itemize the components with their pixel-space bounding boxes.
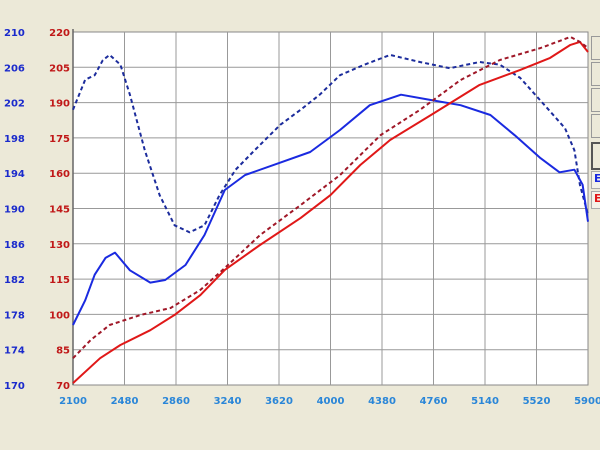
side-button-1[interactable] <box>591 36 600 60</box>
legend-red[interactable]: E <box>591 191 600 209</box>
x-tick-label: 2100 <box>59 396 87 407</box>
left-tick-label: 182 <box>4 275 25 286</box>
left-tick-label: 178 <box>4 310 25 321</box>
x-tick-label: 4760 <box>420 396 448 407</box>
series-line-3 <box>72 35 589 359</box>
side-button-5[interactable] <box>591 142 600 170</box>
side-button-3[interactable] <box>591 88 600 112</box>
x-tick-label: 5900 <box>574 396 600 407</box>
left-tick-label: 206 <box>4 63 25 74</box>
left-tick-label: 198 <box>4 134 25 145</box>
x-tick-label: 4380 <box>368 396 396 407</box>
red-tick-label: 145 <box>49 205 70 216</box>
red-tick-label: 85 <box>56 346 70 357</box>
left-tick-label: 186 <box>4 240 25 251</box>
red-tick-label: 190 <box>49 99 70 110</box>
series-line-0 <box>72 53 589 234</box>
left-tick-label: 202 <box>4 99 25 110</box>
x-tick-label: 4000 <box>317 396 345 407</box>
side-button-4[interactable] <box>591 114 600 138</box>
legend-blue[interactable]: E <box>591 171 600 189</box>
x-tick-label: 2480 <box>111 396 139 407</box>
x-tick-label: 5520 <box>523 396 551 407</box>
red-tick-label: 100 <box>49 310 70 321</box>
x-tick-label: 2860 <box>162 396 190 407</box>
red-tick-label: 115 <box>49 275 70 286</box>
left-tick-label: 190 <box>4 205 25 216</box>
side-button-2[interactable] <box>591 62 600 86</box>
x-tick-label: 3240 <box>214 396 242 407</box>
red-tick-label: 130 <box>49 240 70 251</box>
left-tick-label: 210 <box>4 28 25 39</box>
red-tick-label: 205 <box>49 63 70 74</box>
series-line-1 <box>72 93 589 326</box>
left-tick-label: 194 <box>4 169 25 180</box>
red-tick-label: 175 <box>49 134 70 145</box>
red-tick-label: 220 <box>49 28 70 39</box>
x-tick-label: 3620 <box>265 396 293 407</box>
left-tick-label: 170 <box>4 381 25 392</box>
left-tick-label: 174 <box>4 346 25 357</box>
series-line-2 <box>72 40 589 384</box>
red-tick-label: 160 <box>49 169 70 180</box>
x-tick-label: 5140 <box>471 396 499 407</box>
red-tick-label: 70 <box>56 381 70 392</box>
